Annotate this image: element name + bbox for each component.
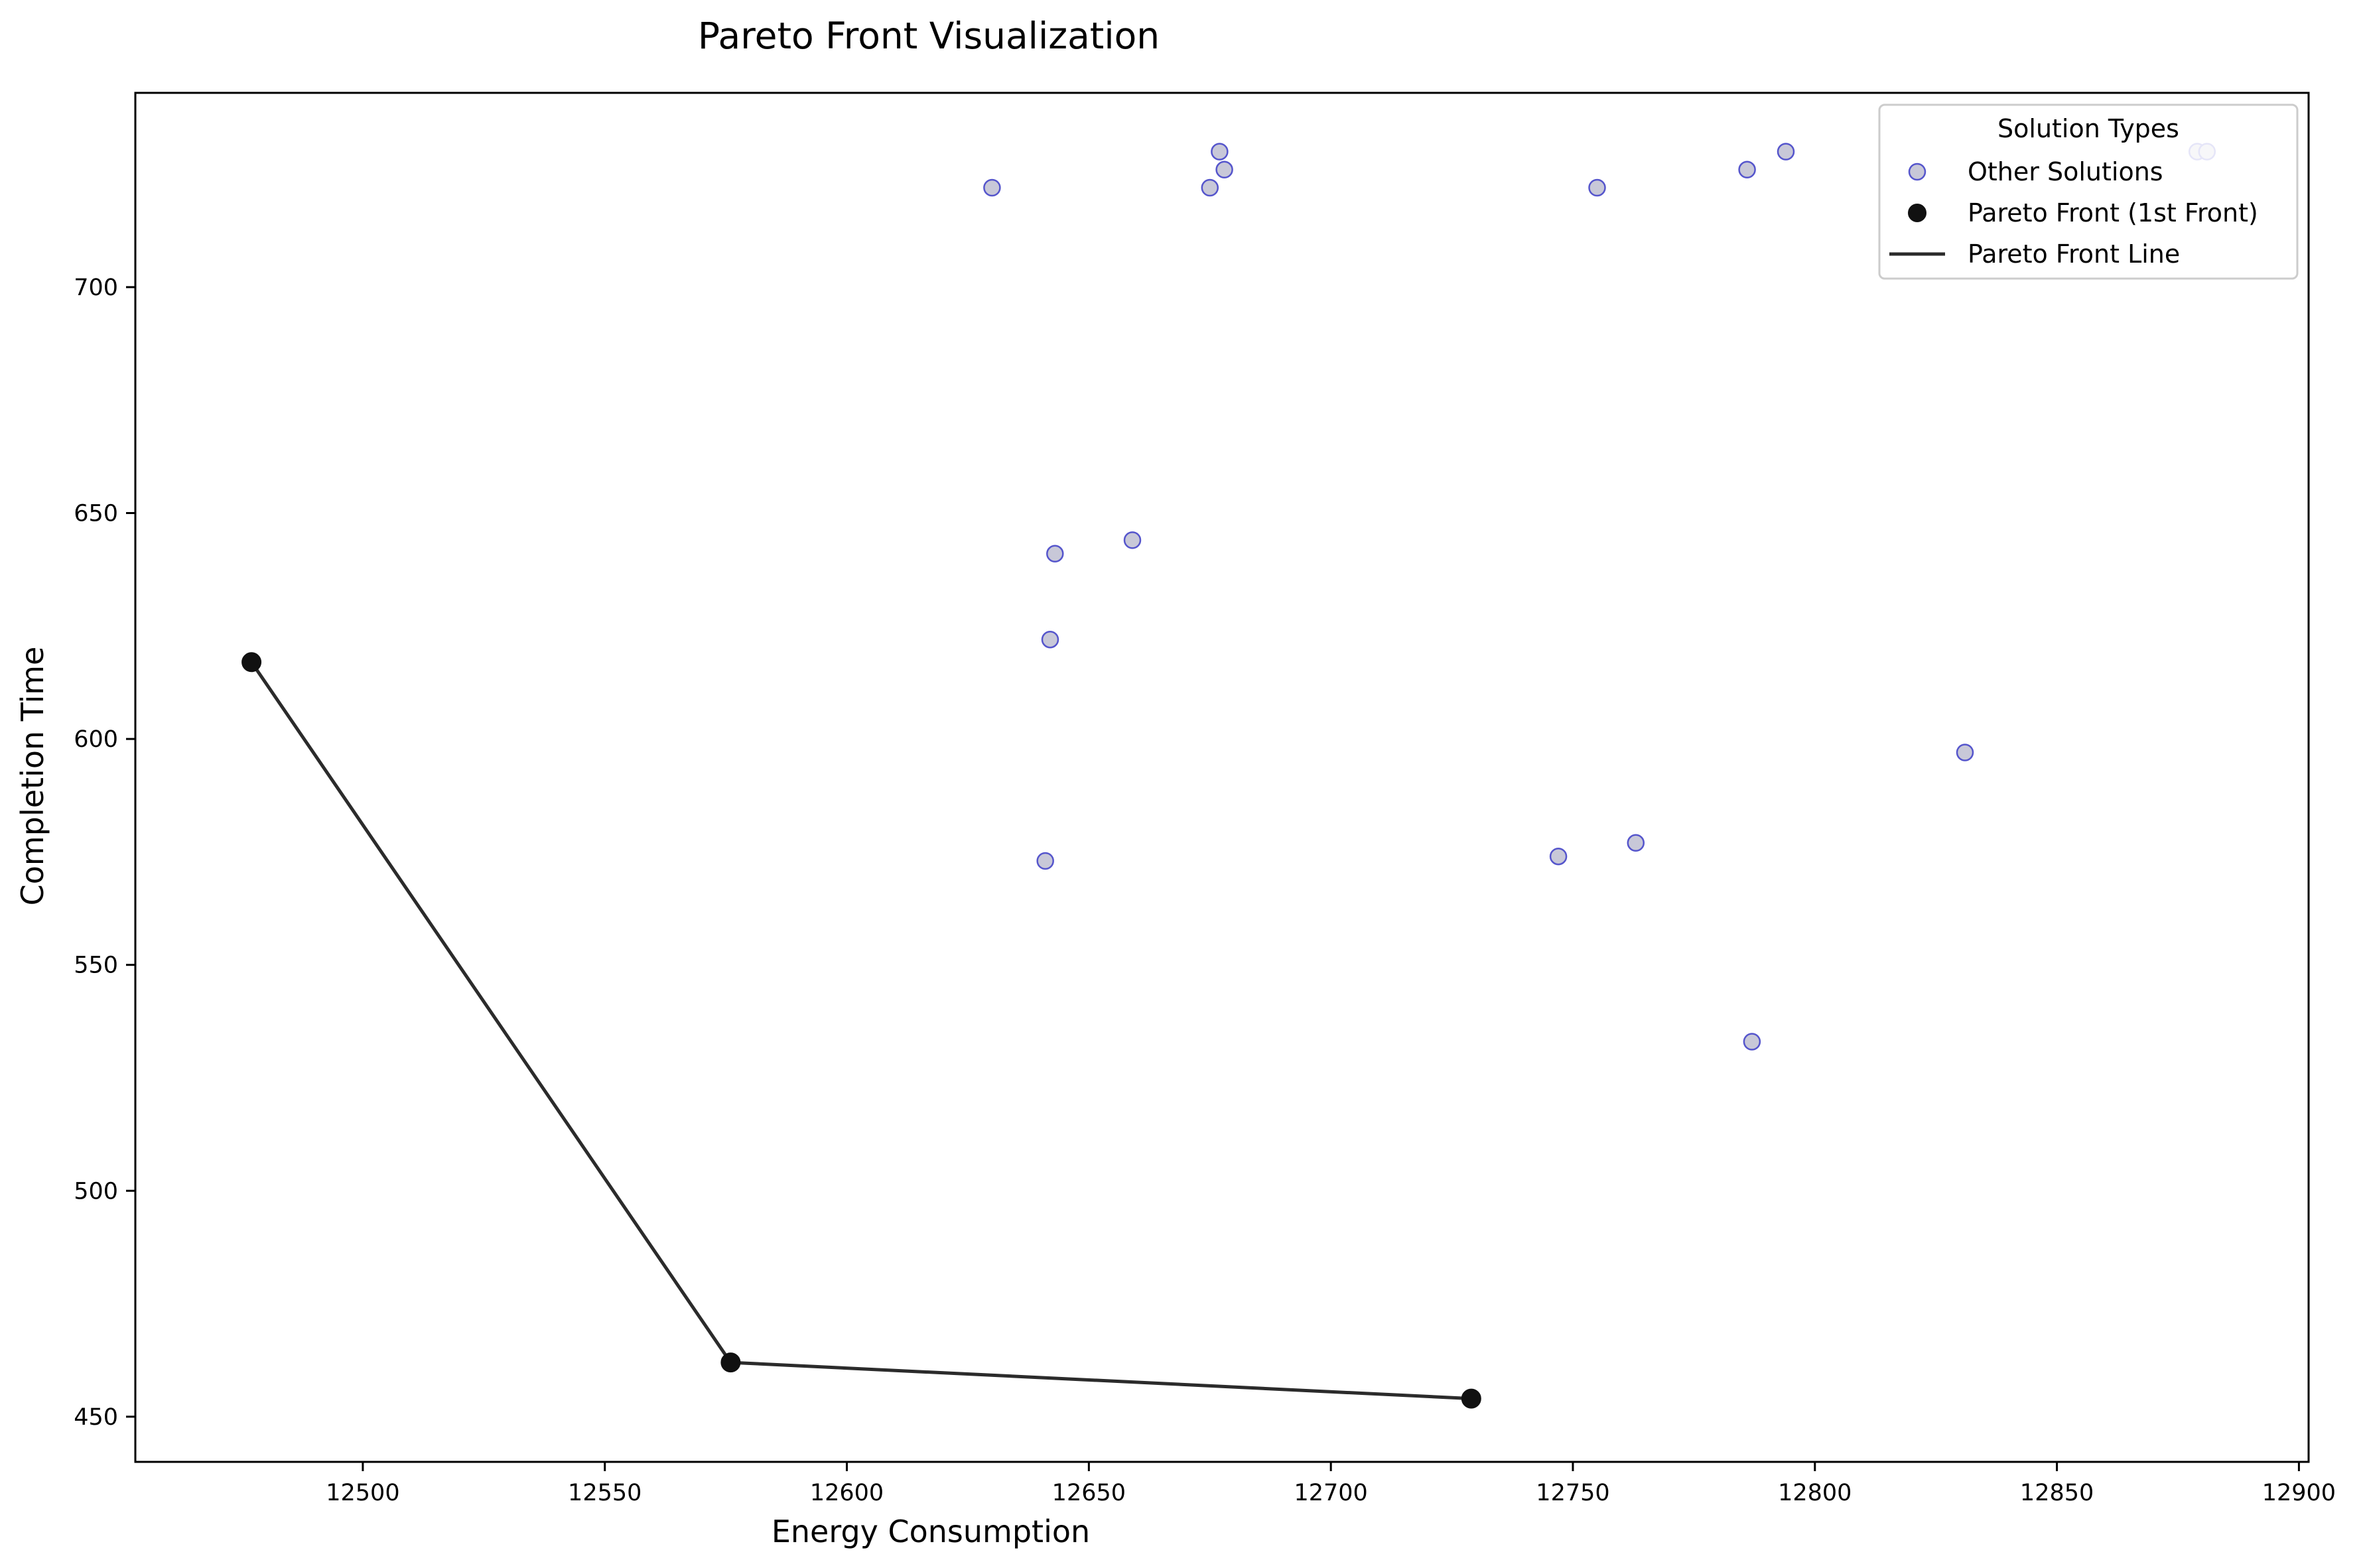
y-tick-label: 650	[74, 501, 118, 527]
y-axis-ticks: 450 500 550 600 650 700	[74, 275, 135, 1431]
x-axis-ticks: 12500 12550 12600 12650 12700 12750 12800 12850…	[326, 1462, 2336, 1506]
x-tick-label: 12700	[1294, 1480, 1367, 1506]
legend-label-line: Pareto Front Line	[1968, 239, 2180, 269]
legend-label-other: Other Solutions	[1968, 157, 2163, 186]
chart-title: Pareto Front Visualization	[698, 15, 1160, 57]
x-tick-label: 12600	[810, 1480, 884, 1506]
solution-point	[1041, 630, 1059, 649]
legend-title: Solution Types	[1997, 114, 2179, 143]
legend: Solution Types Other Solutions Pareto Fr…	[1878, 103, 2299, 280]
pareto-point	[720, 1352, 741, 1373]
solution-point	[1123, 531, 1142, 549]
solution-point	[1588, 178, 1606, 197]
solution-point	[1046, 545, 1064, 563]
legend-box	[1878, 103, 2299, 280]
solution-point	[1211, 143, 1229, 161]
x-tick-label: 12900	[2262, 1480, 2336, 1506]
legend-marker-pareto	[1908, 204, 1926, 222]
solution-point	[1956, 744, 1974, 761]
pareto-point	[1461, 1388, 1481, 1409]
y-tick-label: 450	[74, 1404, 118, 1431]
y-tick-label: 500	[74, 1178, 118, 1205]
x-axis-label: Energy Consumption	[772, 1514, 1090, 1549]
legend-label-pareto: Pareto Front (1st Front)	[1968, 198, 2258, 228]
y-tick-label: 700	[74, 275, 118, 301]
y-axis-label: Completion Time	[15, 647, 50, 906]
solution-point	[1738, 161, 1756, 179]
plot-area	[134, 92, 2310, 1463]
y-tick-label: 600	[74, 726, 118, 753]
solution-point	[983, 178, 1001, 197]
x-tick-label: 12850	[2020, 1480, 2094, 1506]
solution-point	[1777, 143, 1795, 161]
solution-point	[1036, 852, 1054, 870]
solution-point	[1549, 847, 1568, 866]
x-tick-label: 12650	[1052, 1480, 1126, 1506]
solution-point	[1201, 178, 1219, 197]
x-tick-label: 12550	[568, 1480, 641, 1506]
solution-point	[1627, 834, 1645, 852]
legend-marker-other	[1908, 163, 1926, 181]
x-tick-label: 12750	[1536, 1480, 1609, 1506]
x-tick-label: 12800	[1778, 1480, 1852, 1506]
y-tick-label: 550	[74, 952, 118, 979]
x-tick-label: 12500	[326, 1480, 399, 1506]
plot-frame	[134, 92, 2310, 1463]
points-layer	[241, 143, 2216, 1409]
solution-point	[1743, 1033, 1761, 1051]
solution-point	[1215, 161, 1233, 179]
pareto-point	[241, 652, 262, 673]
